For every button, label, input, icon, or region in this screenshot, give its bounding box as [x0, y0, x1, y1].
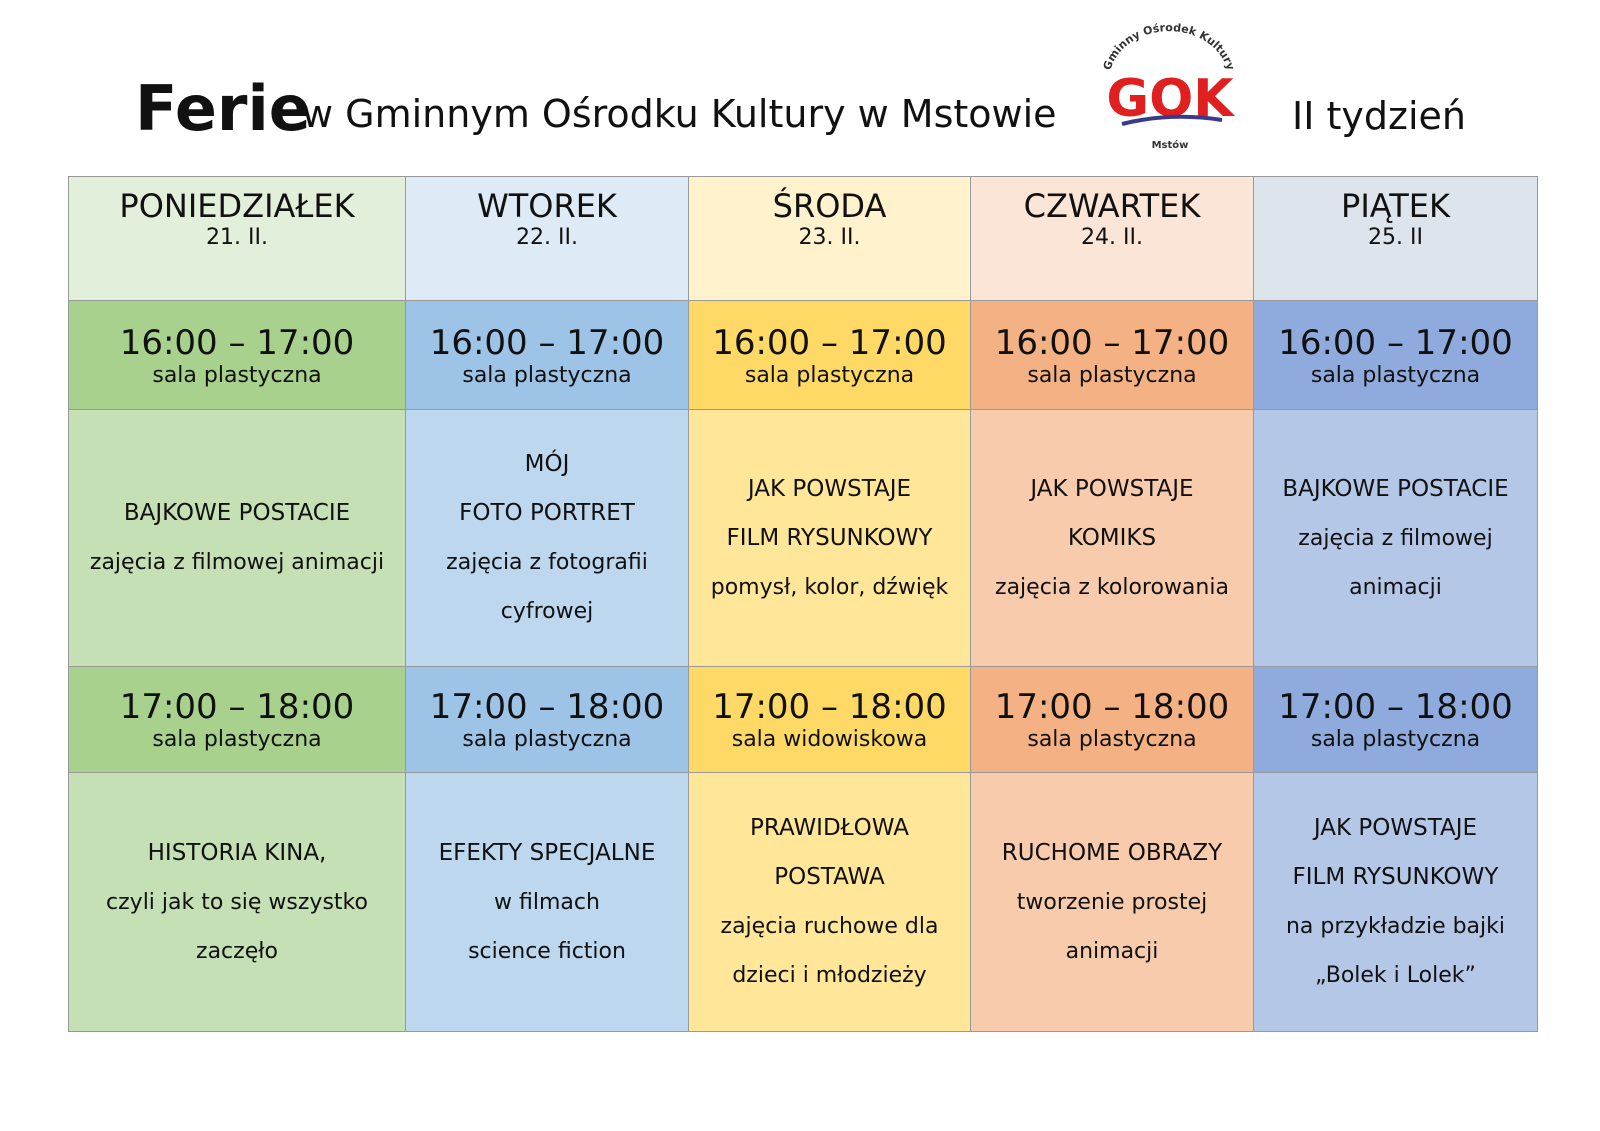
time: 17:00 – 18:00 [712, 687, 947, 727]
activity-title: FOTO PORTRET [459, 500, 635, 526]
day-date: 25. II [1368, 225, 1423, 250]
activity-cell: EFEKTY SPECJALNE w filmach science fiction [406, 773, 689, 1032]
activity-description: na przykładzie bajki [1285, 914, 1506, 939]
time: 17:00 – 18:00 [429, 687, 665, 727]
day-name: WTOREK [477, 187, 617, 225]
time-cell: 17:00 – 18:00 sala plastyczna [971, 667, 1254, 773]
activity-title: JAK POWSTAJE [1030, 475, 1194, 502]
subtitle: w Gminnym Ośrodku Kultury w Mstowie [302, 92, 1057, 136]
room: sala widowiskowa [731, 727, 928, 752]
activity-cell: JAK POWSTAJE FILM RYSUNKOWY pomysł, kolor,… [689, 410, 971, 667]
time-cell: 16:00 – 17:00 sala plastyczna [971, 301, 1254, 410]
time: 16:00 – 17:00 [994, 322, 1230, 363]
logo: Gminny Ośrodek Kultury GOK Mstów [1101, 21, 1238, 151]
time: 16:00 – 17:00 [712, 322, 947, 363]
day-date: 23. II. [798, 225, 861, 250]
activity-cell: HISTORIA KINA, czyli jak to się wszystko z… [69, 773, 406, 1032]
activity-description: pomysł, kolor, dźwięk [710, 574, 949, 600]
day-name: PONIEDZIAŁEK [119, 187, 355, 225]
activity-cell: RUCHOME OBRAZY tworzenie prostej animacji [971, 773, 1254, 1032]
day-date: 24. II. [1081, 225, 1143, 250]
logo-arc-text: Gminny Ośrodek Kultury [1101, 21, 1238, 72]
time-cell: 17:00 – 18:00 sala plastyczna [406, 667, 689, 773]
time: 17:00 – 18:00 [1278, 687, 1513, 727]
time: 16:00 – 17:00 [119, 322, 355, 363]
activity-description: czyli jak to się wszystko [106, 889, 368, 915]
time-cell: 16:00 – 17:00 sala plastyczna [69, 301, 406, 410]
activity-description: animacji [1065, 938, 1159, 964]
activity-description: tworzenie prostej [1016, 889, 1208, 915]
activity-title: BAJKOWE POSTACIE [123, 500, 351, 526]
day-date: 22. II. [516, 225, 578, 250]
activity-title: FILM RYSUNKOWY [726, 524, 933, 551]
activity-title: BAJKOWE POSTACIE [1282, 475, 1509, 502]
time-cell: 16:00 – 17:00 sala plastyczna [406, 301, 689, 410]
time: 16:00 – 17:00 [429, 322, 665, 363]
activity-description: zajęcia z filmowej [1298, 525, 1493, 551]
activity-title: POSTAWA [774, 864, 885, 890]
activity-title: JAK POWSTAJE [1313, 815, 1478, 841]
logo-arc: Gminny Ośrodek Kultury [1101, 21, 1238, 72]
room: sala plastyczna [1027, 727, 1197, 752]
day-name: PIĄTEK [1341, 187, 1450, 225]
activity-title: RUCHOME OBRAZY [1001, 839, 1223, 866]
activity-title: HISTORIA KINA, [147, 839, 327, 866]
activity-cell: MÓJ FOTO PORTRET zajęcia z fotografii cyfro… [406, 410, 689, 667]
room: sala plastyczna [744, 362, 915, 388]
activity-cell: PRAWIDŁOWA POSTAWA zajęcia ruchowe dla dzie… [689, 773, 971, 1032]
activity-title: PRAWIDŁOWA [750, 815, 909, 841]
time-cell: 17:00 – 18:00 sala widowiskowa [689, 667, 971, 773]
time: 17:00 – 18:00 [994, 687, 1230, 727]
day-name: CZWARTEK [1023, 187, 1201, 225]
activity-title: FILM RYSUNKOWY [1292, 864, 1499, 890]
activity-description: cyfrowej [500, 599, 594, 624]
activity-description: w filmach [494, 889, 600, 915]
activity-title: JAK POWSTAJE [747, 475, 912, 502]
activity-description: „Bolek i Lolek” [1315, 963, 1476, 988]
schedule-grid: PONIEDZIAŁEK 21. II. WTOREK 22. II. ŚRODA 23.… [68, 176, 1538, 1032]
logo-place: Mstów [1152, 139, 1189, 151]
room: sala plastyczna [462, 727, 632, 752]
room: sala plastyczna [1027, 362, 1197, 388]
activity-description: zajęcia z filmowej animacji [89, 550, 385, 575]
activity-cell: JAK POWSTAJE FILM RYSUNKOWY na przykładzie… [1254, 773, 1538, 1032]
activity-title: EFEKTY SPECJALNE [438, 839, 656, 866]
time: 17:00 – 18:00 [119, 687, 355, 727]
logo-brush [1121, 114, 1223, 126]
activity-description: science fiction [468, 938, 626, 964]
day-name: ŚRODA [772, 187, 887, 225]
activity-cell: JAK POWSTAJE KOMIKS zajęcia z kolorowania [971, 410, 1254, 667]
time-cell: 17:00 – 18:00 sala plastyczna [69, 667, 406, 773]
activity-description: zajęcia ruchowe dla [720, 914, 939, 939]
activity-cell: BAJKOWE POSTACIE zajęcia z filmowej anima… [69, 410, 406, 667]
activity-description: zajęcia z fotografii [446, 550, 648, 575]
activity-description: animacji [1349, 574, 1442, 600]
activity-cell: BAJKOWE POSTACIE zajęcia z filmowej animac… [1254, 410, 1538, 667]
time-cell: 16:00 – 17:00 sala plastyczna [1254, 301, 1538, 410]
week-label: II tydzień [1292, 94, 1466, 138]
day-header: ŚRODA 23. II. [689, 177, 971, 301]
activity-title: MÓJ [524, 451, 570, 477]
activity-title: KOMIKS [1067, 524, 1157, 551]
activity-description: dzieci i młodzieży [732, 963, 927, 988]
activity-description: zaczęło [196, 938, 278, 964]
activity-description: zajęcia z kolorowania [995, 574, 1229, 600]
room: sala plastyczna [1310, 727, 1481, 752]
day-header: WTOREK 22. II. [406, 177, 689, 301]
day-header: CZWARTEK 24. II. [971, 177, 1254, 301]
room: sala plastyczna [1310, 362, 1481, 388]
day-header: PONIEDZIAŁEK 21. II. [69, 177, 406, 301]
room: sala plastyczna [462, 362, 632, 388]
day-header: PIĄTEK 25. II [1254, 177, 1538, 301]
time-cell: 16:00 – 17:00 sala plastyczna [689, 301, 971, 410]
day-date: 21. II. [206, 225, 268, 250]
time: 16:00 – 17:00 [1278, 322, 1513, 363]
room: sala plastyczna [152, 727, 322, 752]
title: Ferie [135, 72, 311, 145]
time-cell: 17:00 – 18:00 sala plastyczna [1254, 667, 1538, 773]
room: sala plastyczna [152, 362, 322, 388]
